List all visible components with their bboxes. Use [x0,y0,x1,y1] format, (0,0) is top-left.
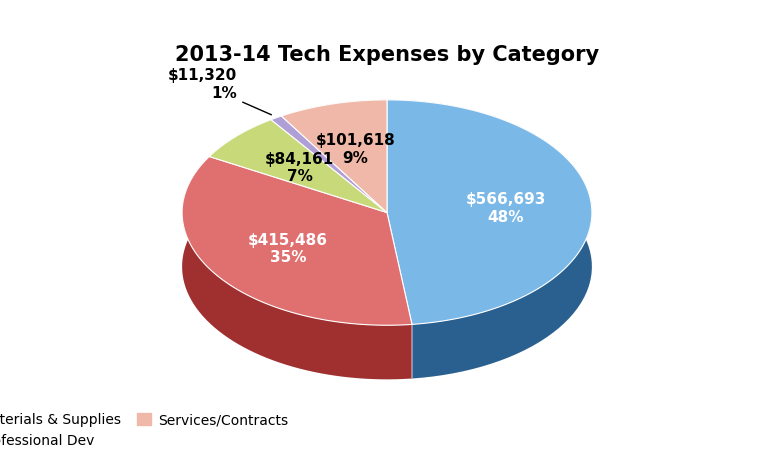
Legend: Salaries & Benefits, Equipment, Materials & Supplies, Professional Dev, Services: Salaries & Benefits, Equipment, Material… [0,408,294,453]
Polygon shape [209,120,271,211]
Text: 2013-14 Tech Expenses by Category: 2013-14 Tech Expenses by Category [175,44,599,64]
Polygon shape [182,156,412,325]
Polygon shape [387,100,592,325]
Polygon shape [282,100,387,170]
Polygon shape [271,116,387,212]
Text: $84,161
7%: $84,161 7% [265,152,334,184]
Text: $415,486
35%: $415,486 35% [248,233,328,265]
Polygon shape [209,120,387,212]
Text: $566,693
48%: $566,693 48% [465,192,546,225]
Polygon shape [271,116,282,174]
Polygon shape [387,100,592,378]
Text: $101,618
9%: $101,618 9% [315,134,395,166]
Text: $11,320
1%: $11,320 1% [168,68,272,115]
Polygon shape [182,154,592,379]
Polygon shape [182,156,412,379]
Polygon shape [282,100,387,212]
